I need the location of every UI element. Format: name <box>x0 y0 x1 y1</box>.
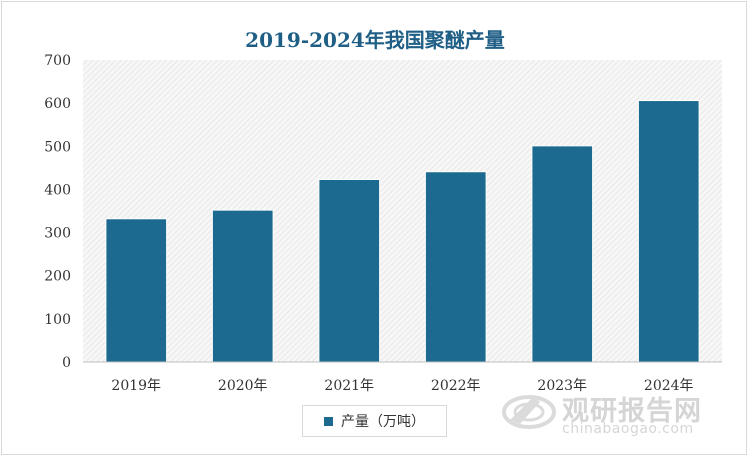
x-tick-label: 2019年 <box>111 378 161 394</box>
bar-2023年 <box>531 145 594 363</box>
watermark-url: chinabaogao.com <box>562 421 694 437</box>
y-tick-label: 400 <box>44 182 71 198</box>
watermark-logo-icon <box>502 395 556 429</box>
bar-2020年 <box>211 209 274 363</box>
y-tick-label: 0 <box>62 355 71 371</box>
x-tick-label: 2020年 <box>218 378 268 394</box>
bar-2024年 <box>637 100 700 363</box>
x-axis: 2019年 2020年 2021年 2022年 2023年 2024年 <box>111 378 693 394</box>
legend-label: 产量（万吨） <box>341 414 425 430</box>
y-tick-label: 300 <box>44 226 71 242</box>
bar-2022年 <box>424 171 487 363</box>
watermark-name: 观研报告网 <box>562 396 702 427</box>
y-tick-label: 200 <box>44 269 71 285</box>
x-tick-label: 2021年 <box>324 378 374 394</box>
chart-title: 2019-2024年我国聚醚产量 <box>245 28 505 52</box>
legend: 产量（万吨） <box>302 405 447 437</box>
x-tick-label: 2022年 <box>431 378 481 394</box>
x-tick-label: 2023年 <box>537 378 587 394</box>
y-tick-label: 100 <box>44 312 71 328</box>
y-axis: 0 100 200 300 400 500 600 700 <box>44 53 71 371</box>
x-tick-label: 2024年 <box>644 378 694 394</box>
bar-2021年 <box>318 179 381 363</box>
y-tick-label: 600 <box>44 96 71 112</box>
legend-swatch <box>324 416 333 426</box>
bar-2019年 <box>105 218 168 363</box>
bar-series <box>105 100 700 363</box>
plot-background <box>83 60 722 362</box>
y-tick-label: 700 <box>44 53 71 69</box>
y-tick-label: 500 <box>44 139 71 155</box>
watermark: 观研报告网 chinabaogao.com <box>500 385 740 445</box>
